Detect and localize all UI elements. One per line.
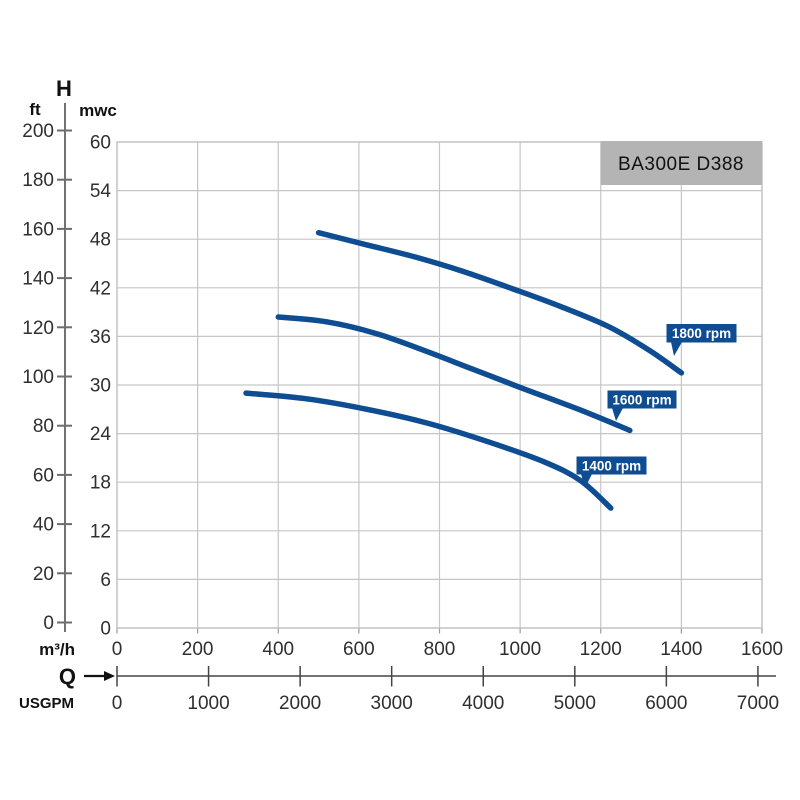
rpm-callout-1400: 1400 rpm [576,456,647,488]
callout-background [666,324,737,343]
mwc-tick-label: 30 [90,376,111,397]
rpm-label-1400: 1400 rpm [582,459,641,474]
mwc-axis: 0 6 12 18 24 30 36 42 48 54 60 [90,133,112,640]
usgpm-tick-label: 1000 [187,693,229,714]
mwc-tick-label: 48 [90,230,111,251]
usgpm-tick-label: 7000 [737,693,779,714]
callout-pointer [671,342,682,356]
ft-tick-label: 120 [22,318,54,339]
usgpm-tick-label: 2000 [279,693,321,714]
ft-tick-label: 20 [33,564,54,585]
model-title-background [601,141,762,185]
usgpm-axis-label: USGPM [19,695,74,712]
m3h-tick-label: 1400 [660,639,702,660]
ft-tick-label: 100 [22,367,54,388]
ft-tick-label: 40 [33,515,54,536]
ft-tick-label: 180 [22,170,54,191]
rpm-label-1600: 1600 rpm [612,393,671,408]
usgpm-tick-label: 0 [112,693,123,714]
mwc-tick-label: 12 [90,521,111,542]
mwc-tick-label: 18 [90,473,111,494]
callout-background [607,390,677,409]
m3h-axis-label: m³/h [39,640,75,659]
callout-pointer [581,474,592,488]
m3h-tick-label: 600 [343,639,375,660]
mwc-axis-label: mwc [79,101,117,120]
usgpm-tick-label: 6000 [645,693,687,714]
callout-pointer [612,408,623,421]
mwc-tick-label: 36 [90,327,111,348]
rpm-callout-1800: 1800 rpm [666,324,737,356]
ft-tick-label: 80 [33,416,54,437]
usgpm-axis: 0 1000 2000 3000 4000 5000 6000 7000 [112,666,779,714]
mwc-tick-label: 54 [90,181,112,202]
mwc-tick-label: 24 [90,424,112,445]
ft-tick-label: 200 [22,121,54,142]
model-title: BA300E D388 [618,154,744,175]
pump-curves [243,229,685,511]
flow-axis-title: Q [59,664,76,689]
m3h-tick-label: 800 [424,639,456,660]
head-axis-title: H [56,76,72,101]
ft-tick-label: 140 [22,269,54,290]
plot-border [116,141,763,629]
ft-axis-label: ft [29,100,41,119]
curve-1800-rpm [315,229,685,376]
m3h-tick-label: 0 [112,639,123,660]
rpm-label-1800: 1800 rpm [672,326,731,341]
curve-1600-rpm [275,314,633,434]
m3h-tick-label: 200 [182,639,214,660]
usgpm-tick-label: 5000 [554,693,596,714]
m3h-tick-label: 400 [262,639,294,660]
usgpm-tick-label: 3000 [371,693,413,714]
m3h-tick-label: 1200 [580,639,622,660]
flow-direction-arrow-icon [84,671,115,681]
mwc-tick-label: 60 [90,133,111,154]
model-title-box: BA300E D388 [601,141,762,185]
ft-tick-label: 60 [33,465,54,486]
callout-background [576,456,647,475]
ft-tick-label: 160 [22,219,54,240]
rpm-callout-1600: 1600 rpm [607,390,677,421]
ft-tick-label: 0 [43,613,54,634]
m3h-tick-label: 1600 [741,639,783,660]
m3h-tick-label: 1000 [499,639,541,660]
usgpm-tick-label: 4000 [462,693,504,714]
curve-1400-rpm [243,390,614,511]
mwc-tick-label: 0 [100,619,111,640]
ft-axis: 0 20 40 60 80 100 120 140 160 180 200 [22,103,72,634]
m3h-axis: 0 200 400 600 800 1000 1200 1400 1600 [112,639,783,660]
mwc-tick-label: 6 [100,570,111,591]
grid-lines [116,141,763,634]
mwc-tick-label: 42 [90,278,111,299]
